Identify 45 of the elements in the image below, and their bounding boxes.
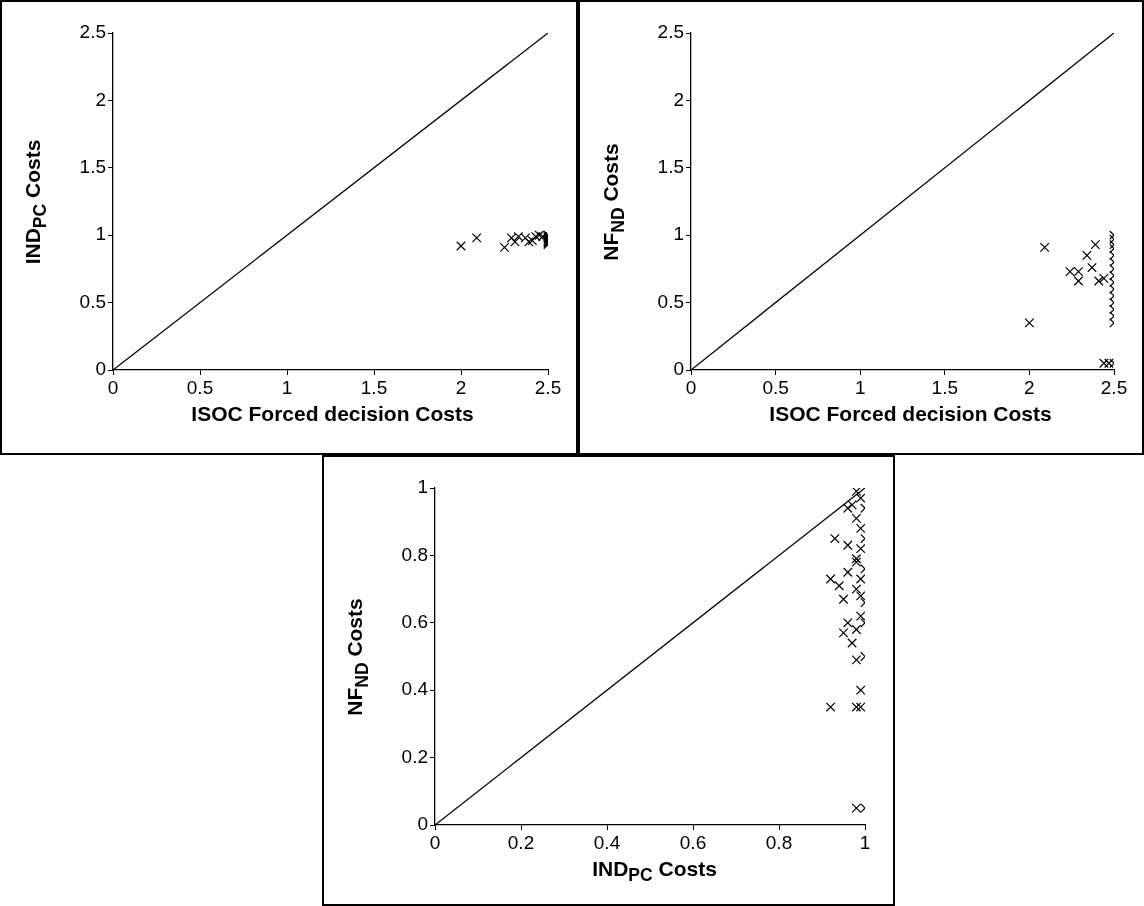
point bbox=[510, 237, 520, 247]
x-tick-label: 2 bbox=[1024, 376, 1035, 398]
y-tick-label: 1.5 bbox=[79, 156, 106, 178]
x-tick-label: 2 bbox=[455, 376, 467, 398]
x-tick-label: 0.4 bbox=[593, 831, 621, 853]
point bbox=[527, 235, 538, 246]
y-tick-label: 0.4 bbox=[401, 678, 429, 700]
y-tick-label: 0 bbox=[95, 358, 106, 380]
y-tick-label: 1 bbox=[95, 223, 106, 245]
point bbox=[530, 231, 541, 242]
y-tick-label: 1.5 bbox=[657, 156, 684, 178]
point bbox=[524, 237, 534, 247]
y-tick-label: 0 bbox=[417, 813, 428, 835]
x-tick-label: 0.2 bbox=[507, 831, 535, 853]
y-tick-label: 1 bbox=[417, 476, 428, 498]
x-tick-label: 2.5 bbox=[534, 376, 562, 398]
y-tick-label: 2 bbox=[95, 88, 106, 110]
x-tick-label: 1 bbox=[859, 831, 871, 853]
point bbox=[506, 233, 517, 243]
x-tick-label: 0.8 bbox=[765, 831, 793, 853]
point bbox=[456, 241, 466, 251]
y-tick-label: 0.2 bbox=[401, 745, 428, 767]
x-tick-label: 1.5 bbox=[360, 376, 388, 398]
y-tick-label: 0.5 bbox=[79, 290, 106, 312]
y-tick-label: 0 bbox=[673, 358, 684, 380]
x-tick-label: 1.5 bbox=[931, 376, 959, 398]
y-tick-label: 1 bbox=[673, 223, 684, 245]
point bbox=[499, 242, 510, 253]
x-tick-label: 0.5 bbox=[762, 376, 789, 398]
y-tick-label: 2.5 bbox=[79, 21, 106, 43]
x-axis-title: IND$_{PC}$ Costs bbox=[591, 857, 718, 887]
x-axis-title: ISOC Forced decision Costs bbox=[190, 402, 475, 426]
y-tick-label: 0.5 bbox=[657, 290, 684, 312]
x-axis-title: ISOC Forced decision Costs bbox=[768, 402, 1053, 426]
y-tick-label: 0.6 bbox=[401, 611, 428, 633]
x-tick-label: 0.5 bbox=[186, 376, 214, 398]
point bbox=[520, 233, 531, 243]
x-tick-label: 1 bbox=[281, 376, 293, 398]
point bbox=[471, 233, 482, 243]
x-tick-label: 2.5 bbox=[1100, 376, 1128, 398]
y-tick-label: 2.5 bbox=[657, 21, 684, 43]
point bbox=[513, 231, 524, 242]
x-tick-label: 1 bbox=[854, 376, 866, 398]
y-tick-label: 0.8 bbox=[401, 543, 428, 565]
y-tick-label: 2 bbox=[673, 88, 684, 110]
